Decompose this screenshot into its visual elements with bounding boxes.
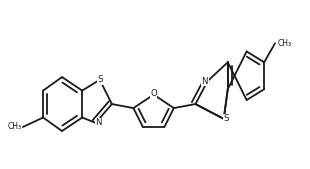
Text: S: S: [97, 75, 103, 84]
Text: N: N: [95, 118, 102, 127]
Text: N: N: [202, 77, 208, 86]
Text: CH₃: CH₃: [278, 39, 292, 48]
Text: S: S: [224, 114, 229, 123]
Text: O: O: [150, 89, 157, 98]
Text: CH₃: CH₃: [7, 123, 22, 131]
